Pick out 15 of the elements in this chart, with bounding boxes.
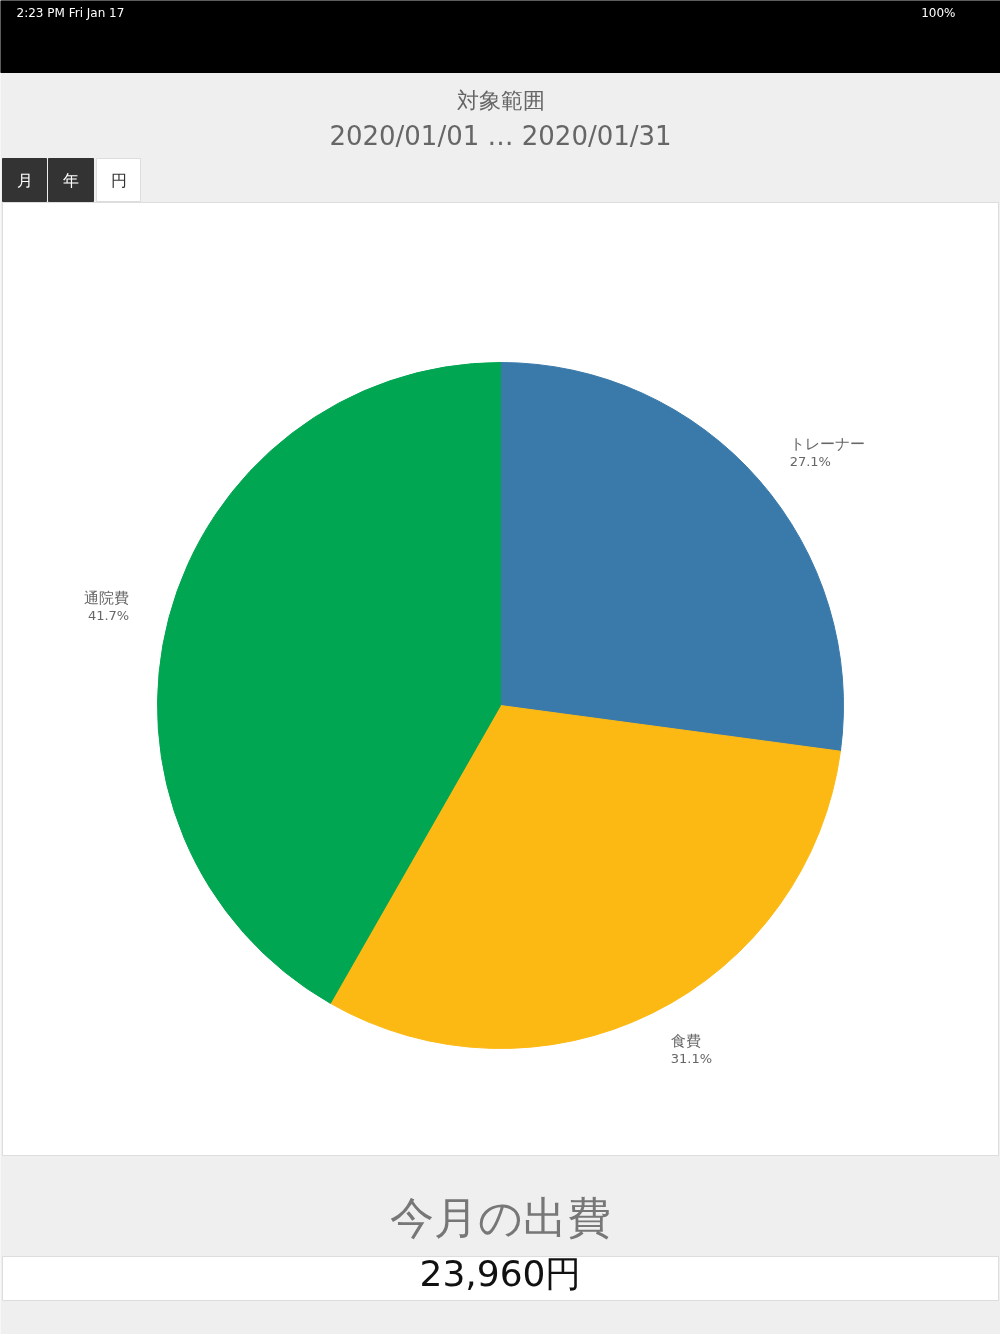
text: 今月の出費 <box>390 1192 611 1243</box>
data-label: 31.1% <box>670 1051 713 1067</box>
slice-label: 通院費 <box>84 588 130 607</box>
chart-title: 対象範囲 <box>456 88 545 113</box>
text: 100% <box>921 5 956 20</box>
slice-label: 食費 <box>670 1031 701 1050</box>
text: 23,960円 <box>419 1253 582 1294</box>
text: 年 <box>62 171 79 190</box>
text: 月 <box>16 171 33 190</box>
chart-subtitle: 2020/01/01 … 2020/01/31 <box>329 120 672 151</box>
text: 円 <box>110 171 127 190</box>
data-label: 27.1% <box>789 454 831 470</box>
text: 2:23 PM Fri Jan 17 <box>16 5 125 20</box>
slice-label: トレーナー <box>789 434 865 453</box>
data-label: 41.7% <box>87 608 130 624</box>
